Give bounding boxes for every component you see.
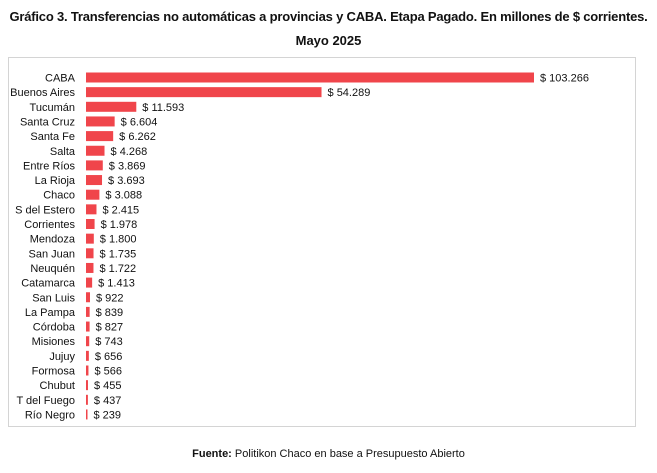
value-label: $ 743 bbox=[95, 336, 123, 348]
value-label: $ 455 bbox=[94, 380, 122, 392]
bar bbox=[86, 321, 90, 332]
chart-title: Gráfico 3. Transferencias no automáticas… bbox=[9, 9, 648, 24]
source-label: Fuente: bbox=[192, 448, 232, 460]
value-label: $ 3.088 bbox=[105, 190, 142, 202]
bar bbox=[86, 72, 534, 83]
value-label: $ 3.869 bbox=[109, 160, 146, 172]
value-label: $ 1.722 bbox=[99, 263, 136, 275]
bar bbox=[86, 160, 103, 171]
category-label: Tucumán bbox=[30, 102, 75, 114]
value-label: $ 6.262 bbox=[119, 131, 156, 143]
bar bbox=[86, 394, 88, 405]
category-label: Santa Fe bbox=[30, 131, 75, 143]
value-label: $ 2.415 bbox=[102, 204, 139, 216]
value-label: $ 839 bbox=[96, 307, 124, 319]
category-label: T del Fuego bbox=[16, 395, 75, 407]
value-label: $ 437 bbox=[94, 395, 122, 407]
bar bbox=[86, 131, 114, 142]
source-note: Fuente: Politikon Chaco en base a Presup… bbox=[0, 448, 657, 460]
value-label: $ 239 bbox=[94, 409, 122, 421]
category-label: Córdoba bbox=[33, 322, 76, 334]
category-label: Misiones bbox=[32, 336, 76, 348]
category-label: Corrientes bbox=[24, 219, 75, 231]
category-label: San Luis bbox=[32, 292, 75, 304]
chart-frame bbox=[8, 57, 636, 427]
category-label: Buenos Aires bbox=[10, 87, 75, 99]
value-label: $ 103.266 bbox=[540, 73, 589, 85]
category-label: La Pampa bbox=[25, 307, 76, 319]
category-label: Chaco bbox=[43, 190, 75, 202]
value-label: $ 6.604 bbox=[121, 116, 158, 128]
value-label: $ 656 bbox=[95, 351, 123, 363]
value-label: $ 922 bbox=[96, 292, 124, 304]
bar bbox=[86, 204, 97, 215]
bar bbox=[86, 277, 93, 288]
bar bbox=[86, 175, 103, 186]
category-label: San Juan bbox=[29, 248, 75, 260]
category-label: S del Estero bbox=[15, 204, 75, 216]
bar bbox=[86, 219, 95, 229]
value-label: $ 1.735 bbox=[100, 248, 137, 260]
category-label: Catamarca bbox=[21, 278, 76, 290]
bar bbox=[86, 306, 90, 317]
bar bbox=[86, 409, 88, 420]
category-label: Mendoza bbox=[30, 234, 76, 246]
bar bbox=[86, 350, 89, 361]
bar bbox=[86, 189, 100, 200]
bar bbox=[86, 365, 89, 376]
bar bbox=[86, 101, 137, 112]
bar bbox=[86, 292, 90, 303]
bar bbox=[86, 233, 94, 244]
bar bbox=[86, 380, 88, 391]
value-label: $ 1.800 bbox=[100, 234, 137, 246]
category-label: Neuquén bbox=[30, 263, 75, 275]
bar bbox=[86, 87, 322, 98]
bar bbox=[86, 336, 90, 347]
bar bbox=[86, 145, 105, 156]
category-label: Formosa bbox=[32, 366, 76, 378]
category-label: Jujuy bbox=[49, 351, 75, 363]
bar bbox=[86, 262, 94, 273]
chart-subtitle: Mayo 2025 bbox=[295, 33, 362, 48]
category-label: CABA bbox=[45, 73, 76, 85]
category-label: Salta bbox=[50, 146, 76, 158]
category-label: Santa Cruz bbox=[20, 116, 75, 128]
category-label: La Rioja bbox=[35, 175, 76, 187]
value-label: $ 11.593 bbox=[142, 102, 184, 114]
value-label: $ 566 bbox=[94, 366, 122, 378]
category-label: Chubut bbox=[40, 380, 75, 392]
value-label: $ 827 bbox=[96, 322, 124, 334]
value-label: $ 4.268 bbox=[111, 146, 148, 158]
value-label: $ 54.289 bbox=[328, 87, 371, 99]
category-label: Río Negro bbox=[25, 409, 75, 421]
value-label: $ 3.693 bbox=[108, 175, 145, 187]
value-label: $ 1.413 bbox=[98, 278, 135, 290]
category-label: Entre Ríos bbox=[23, 160, 75, 172]
bar bbox=[86, 248, 94, 259]
bar bbox=[86, 116, 115, 127]
source-text: Politikon Chaco en base a Presupuesto Ab… bbox=[234, 448, 465, 460]
value-label: $ 1.978 bbox=[101, 219, 138, 231]
